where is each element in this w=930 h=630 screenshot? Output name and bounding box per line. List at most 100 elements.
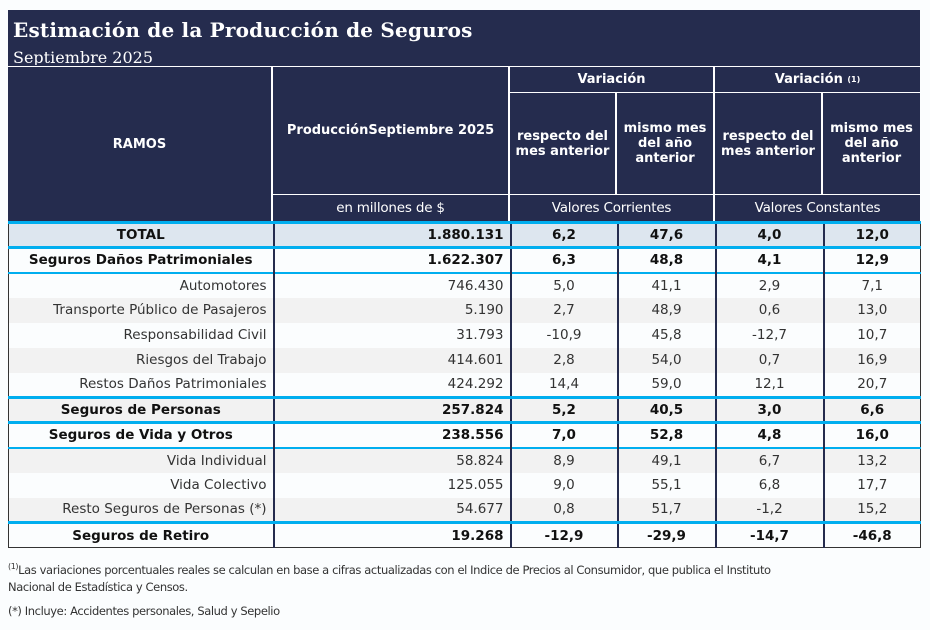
var-anual-constante: -46,8 (822, 521, 921, 548)
var-anual-corriente: -29,9 (616, 521, 717, 548)
production-table: Estimación de la Producción de Seguros S… (8, 10, 921, 548)
var-anual-constante: 16,9 (822, 347, 921, 373)
production-value: 54.677 (272, 497, 512, 523)
var-anual-constante: 10,7 (822, 322, 921, 348)
table-row: Automotores 746.430 5,0 41,1 2,9 7,1 (8, 271, 921, 298)
var-mes-constante: 4,8 (714, 421, 825, 448)
row-name: Automotores (8, 271, 275, 298)
col-header-variacion-real: Variación (1) (774, 72, 861, 87)
col-header-valores-constantes: Valores Constantes (754, 200, 881, 216)
var-mes-corriente: 0,8 (509, 497, 619, 523)
var-mes-corriente: 6,2 (509, 221, 619, 248)
col-header-mismo-mes-const: mismo mes del año anterior (830, 121, 913, 166)
var-mes-constante: 0,6 (714, 297, 825, 323)
footnote-1-cont: Nacional de Estadística y Censos. (8, 580, 188, 594)
var-anual-constante: 12,0 (822, 221, 921, 248)
var-anual-constante: 6,6 (822, 396, 921, 423)
table-row: Transporte Público de Pasajeros 5.190 2,7 4… (8, 297, 921, 323)
var-anual-constante: 17,7 (822, 472, 921, 498)
var-anual-corriente: 51,7 (616, 497, 717, 523)
var-anual-constante: 13,2 (822, 446, 921, 473)
production-value: 125.055 (272, 472, 512, 498)
row-name: Riesgos del Trabajo (8, 347, 275, 373)
table-row: Restos Daños Patrimoniales 424.292 14,4 59,… (8, 372, 921, 398)
production-value: 257.824 (272, 396, 512, 423)
table-row: Seguros de Retiro 19.268 -12,9 -29,9 -14,7 -4… (8, 521, 921, 548)
var-mes-constante: 4,0 (714, 221, 825, 248)
var-anual-corriente: 49,1 (616, 446, 717, 473)
var-anual-corriente: 52,8 (616, 421, 717, 448)
var-mes-constante: -12,7 (714, 322, 825, 348)
col-header-produccion: ProducciónSeptiembre 2025 (286, 123, 495, 138)
production-value: 746.430 (272, 271, 512, 298)
var-mes-corriente: 9,0 (509, 472, 619, 498)
var-mes-constante: 6,8 (714, 472, 825, 498)
var-mes-constante: -1,2 (714, 497, 825, 523)
var-anual-corriente: 59,0 (616, 372, 717, 398)
var-anual-corriente: 45,8 (616, 322, 717, 348)
var-anual-constante: 12,9 (822, 246, 921, 273)
footnote-1: (1)Las variaciones porcentuales reales s… (8, 562, 771, 577)
var-anual-constante: 15,2 (822, 497, 921, 523)
col-header-units: en millones de $ (336, 200, 445, 216)
var-mes-constante: 4,1 (714, 246, 825, 273)
table-row: Vida Colectivo 125.055 9,0 55,1 6,8 17,7 (8, 472, 921, 498)
var-anual-constante: 7,1 (822, 271, 921, 298)
col-header-variacion: Variación (577, 72, 646, 87)
table-header: RAMOS ProducciónSeptiembre 2025 en millo… (8, 67, 920, 221)
table-row: Seguros de Personas 257.824 5,2 40,5 3,0 6,6 (8, 396, 921, 423)
var-mes-constante: 0,7 (714, 347, 825, 373)
production-value: 58.824 (272, 446, 512, 473)
var-mes-constante: 2,9 (714, 271, 825, 298)
production-value: 1.622.307 (272, 246, 512, 273)
col-header-respecto-corr: respecto del mes anterior (515, 128, 610, 159)
page-title: Estimación de la Producción de Seguros (13, 18, 473, 42)
row-name: Seguros de Vida y Otros (8, 421, 275, 448)
col-header-ramos: RAMOS (112, 136, 167, 152)
row-name: Restos Daños Patrimoniales (8, 372, 275, 398)
row-name: Seguros de Personas (8, 396, 275, 423)
col-header-respecto-const: respecto del mes anterior (721, 128, 815, 159)
var-mes-corriente: 6,3 (509, 246, 619, 273)
page-subtitle: Septiembre 2025 (13, 48, 154, 65)
row-name: Seguros Daños Patrimoniales (8, 246, 275, 273)
var-mes-constante: 6,7 (714, 446, 825, 473)
row-name: Transporte Público de Pasajeros (8, 297, 275, 323)
var-anual-constante: 16,0 (822, 421, 921, 448)
var-mes-corriente: 7,0 (509, 421, 619, 448)
title-band: Estimación de la Producción de Seguros S… (8, 10, 920, 67)
production-value: 5.190 (272, 297, 512, 323)
footnote-2: (*) Incluye: Accidentes personales, Salu… (8, 604, 280, 618)
var-mes-constante: 12,1 (714, 372, 825, 398)
var-anual-corriente: 47,6 (616, 221, 717, 248)
production-value: 238.556 (272, 421, 512, 448)
row-name: Seguros de Retiro (8, 521, 275, 548)
production-value: 424.292 (272, 372, 512, 398)
var-mes-corriente: 5,0 (509, 271, 619, 298)
var-mes-corriente: -10,9 (509, 322, 619, 348)
col-header-mismo-mes-corr: mismo mes del año anterior (623, 121, 707, 166)
var-anual-corriente: 48,9 (616, 297, 717, 323)
var-anual-constante: 13,0 (822, 297, 921, 323)
row-name: TOTAL (8, 221, 275, 248)
var-mes-constante: -14,7 (714, 521, 825, 548)
var-mes-corriente: 2,7 (509, 297, 619, 323)
table-row: Responsabilidad Civil 31.793 -10,9 45,8 -12,… (8, 322, 921, 348)
production-value: 31.793 (272, 322, 512, 348)
footnote-ref: (1) (847, 75, 861, 84)
row-name: Resto Seguros de Personas (*) (8, 497, 275, 523)
var-mes-constante: 3,0 (714, 396, 825, 423)
table-row: Seguros Daños Patrimoniales 1.622.307 6,3 4… (8, 246, 921, 273)
var-anual-corriente: 41,1 (616, 271, 717, 298)
var-mes-corriente: 5,2 (509, 396, 619, 423)
row-name: Vida Individual (8, 446, 275, 473)
row-name: Vida Colectivo (8, 472, 275, 498)
var-anual-corriente: 54,0 (616, 347, 717, 373)
var-mes-corriente: -12,9 (509, 521, 619, 548)
var-anual-corriente: 48,8 (616, 246, 717, 273)
var-mes-corriente: 2,8 (509, 347, 619, 373)
var-mes-corriente: 14,4 (509, 372, 619, 398)
row-name: Responsabilidad Civil (8, 322, 275, 348)
data-table: TOTAL 1.880.131 6,2 47,6 4,0 12,0 Seguros Daño… (8, 221, 921, 548)
var-anual-constante: 20,7 (822, 372, 921, 398)
